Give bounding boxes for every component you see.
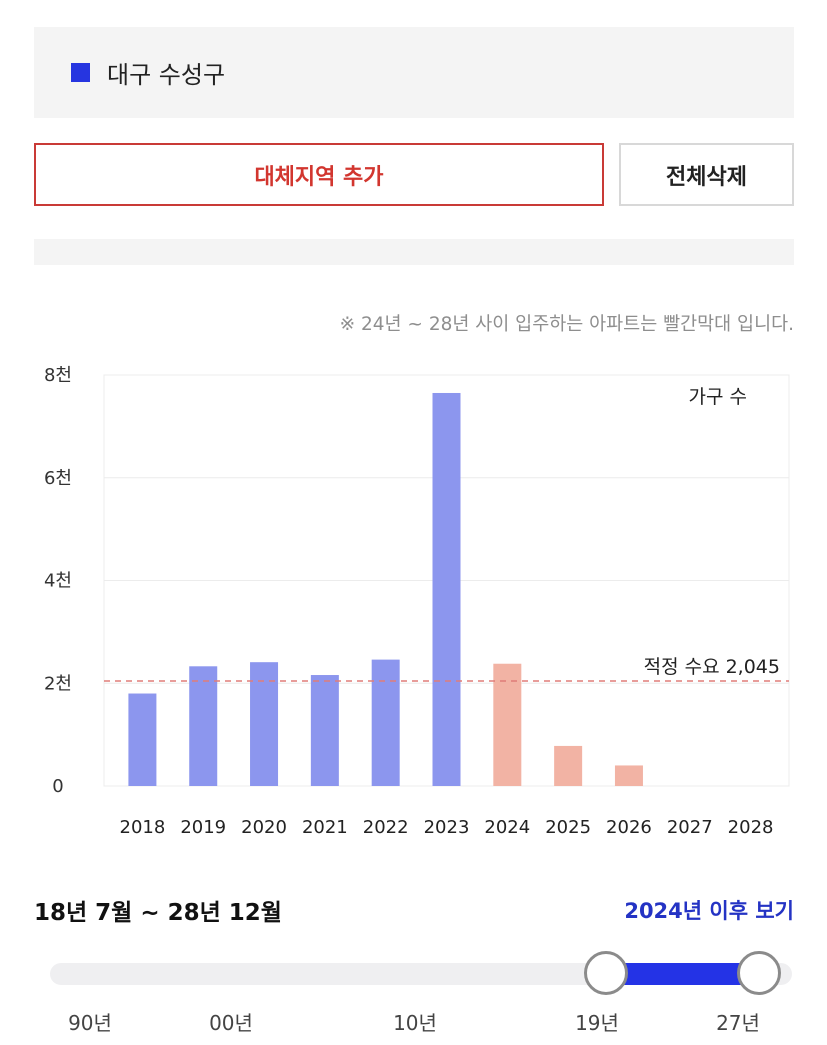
slider-tick-label: 00년 — [209, 1011, 253, 1035]
x-tick-label: 2023 — [424, 817, 470, 838]
y-tick-label: 8천 — [44, 365, 72, 386]
chart-note: ※ 24년 ~ 28년 사이 입주하는 아파트는 빨간막대 입니다. — [339, 314, 794, 335]
bar-2018 — [128, 693, 157, 786]
x-tick-label: 2020 — [241, 817, 287, 838]
bar-2025 — [554, 745, 583, 786]
y-tick-label: 2천 — [44, 673, 72, 694]
y-tick-label: 6천 — [44, 468, 72, 489]
add-alternative-region-button[interactable]: 대체지역 추가 — [34, 143, 604, 206]
clear-all-button[interactable]: 전체삭제 — [619, 143, 794, 206]
reference-label: 적정 수요 2,045 — [644, 656, 780, 678]
x-tick-label: 2027 — [667, 817, 713, 838]
x-tick-label: 2018 — [120, 817, 166, 838]
bar-2020 — [250, 662, 279, 786]
x-tick-label: 2024 — [484, 817, 530, 838]
bar-2021 — [310, 675, 339, 786]
series-label: 가구 수 — [689, 386, 747, 408]
range-slider-fill — [608, 963, 760, 985]
y-tick-label: 4천 — [44, 571, 72, 592]
x-tick-label: 2025 — [545, 817, 591, 838]
x-tick-label: 2028 — [728, 817, 774, 838]
x-tick-label: 2026 — [606, 817, 652, 838]
bar-2024 — [493, 663, 522, 786]
selected-region-box: 대구 수성구 — [34, 27, 794, 118]
region-name: 대구 수성구 — [107, 61, 226, 89]
bar-2026 — [614, 765, 643, 786]
slider-tick-label: 10년 — [393, 1011, 437, 1035]
bar-2022 — [371, 659, 400, 786]
view-after-2024-link[interactable]: 2024년 이후 보기 — [624, 899, 794, 923]
y-tick-label: 0 — [52, 776, 63, 797]
divider-strip — [34, 239, 794, 265]
x-tick-label: 2019 — [180, 817, 226, 838]
date-range-text: 18년 7월 ~ 28년 12월 — [34, 900, 282, 926]
range-end-handle[interactable] — [737, 951, 781, 995]
x-tick-label: 2021 — [302, 817, 348, 838]
slider-tick-label: 19년 — [575, 1011, 619, 1035]
x-tick-label: 2022 — [363, 817, 409, 838]
legend-swatch — [71, 63, 90, 82]
bar-2023 — [432, 392, 461, 786]
slider-tick-label: 90년 — [68, 1011, 112, 1035]
bar-2019 — [189, 666, 218, 786]
slider-tick-label: 27년 — [716, 1011, 760, 1035]
range-start-handle[interactable] — [584, 951, 628, 995]
supply-bar-chart: 0 2천 4천 6천 8천 2018 2019 2020 2021 2022 2023 2024 202… — [44, 365, 790, 838]
